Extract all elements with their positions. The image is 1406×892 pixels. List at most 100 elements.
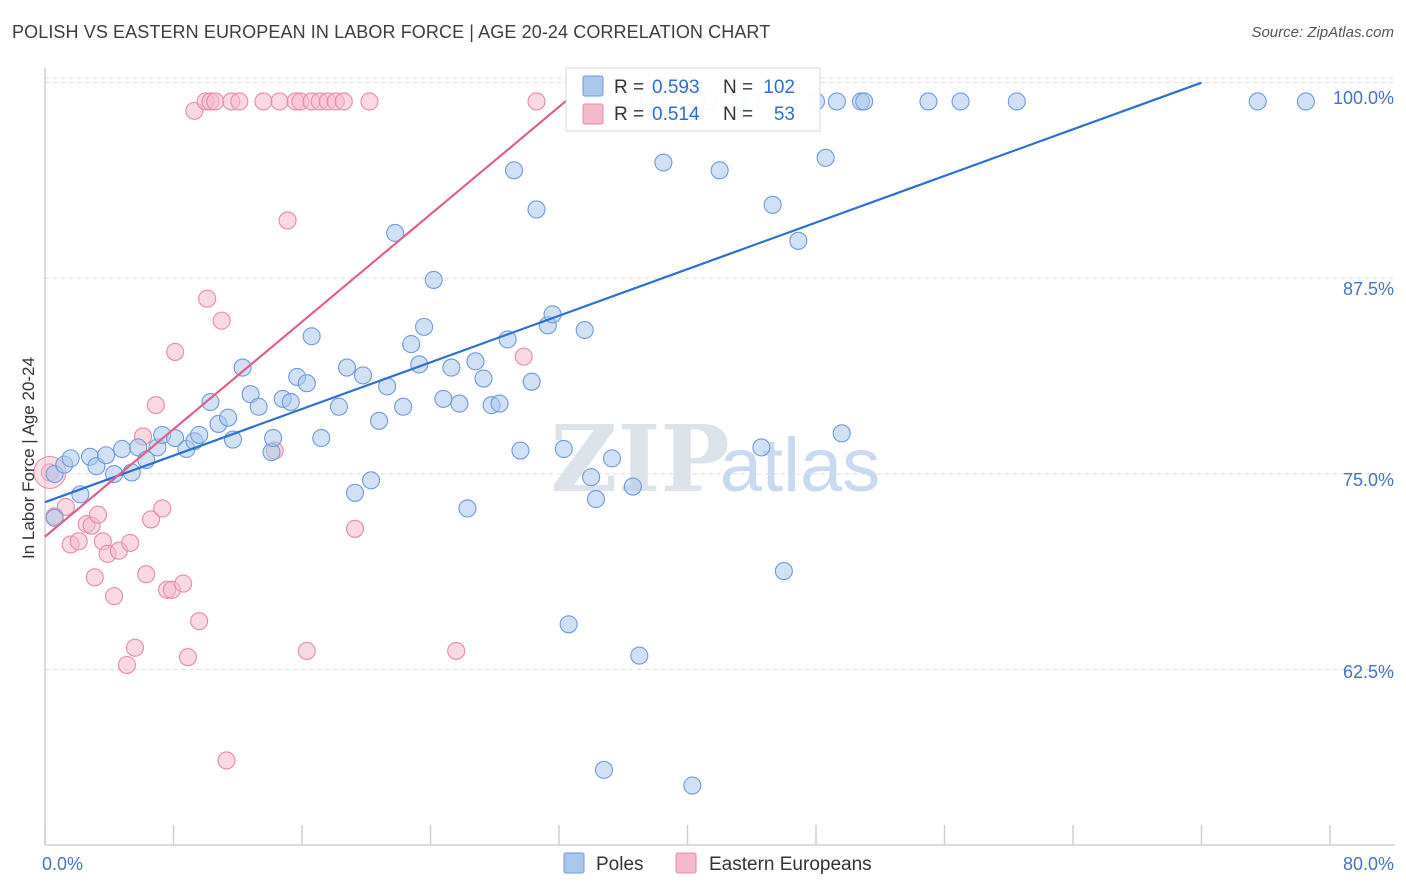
eastern-point-7 — [85, 568, 104, 587]
eastern-point-19 — [146, 396, 165, 415]
x-tick-label-80: 80.0% — [1343, 854, 1394, 874]
poles-point-42 — [394, 397, 413, 416]
poles-point-59 — [527, 200, 546, 219]
axes — [44, 68, 1395, 846]
eastern-point-15 — [125, 638, 144, 657]
poles-point-49 — [450, 394, 469, 413]
legend-eastern-label: Eastern Europeans — [709, 854, 872, 875]
poles-point-77 — [683, 776, 702, 795]
poles-point-68 — [602, 449, 622, 468]
poles-point-99 — [1296, 92, 1315, 111]
poles-point-25 — [249, 397, 268, 416]
trend-lines — [44, 81, 1202, 538]
poles-point-45 — [415, 317, 434, 336]
eastern-point-17 — [137, 565, 156, 584]
poles-point-71 — [630, 646, 649, 665]
poles-point-74 — [654, 153, 673, 172]
eastern-point-36 — [254, 92, 273, 111]
poles-point-64 — [575, 320, 594, 340]
eastern-n-label: N = — [723, 104, 753, 125]
legend: Poles Eastern Europeans — [563, 852, 872, 875]
eastern-point-20 — [153, 499, 172, 518]
eastern-point-27 — [190, 612, 209, 631]
poles-point-97 — [1007, 92, 1026, 111]
eastern-point-42 — [297, 641, 316, 660]
poles-point-62 — [554, 439, 573, 459]
poles-point-91 — [827, 92, 846, 111]
poles-trend-line — [44, 81, 1202, 504]
poles-point-32 — [302, 327, 321, 346]
eastern-point-31 — [206, 92, 225, 111]
poles-point-98 — [1248, 92, 1267, 111]
eastern-point-25 — [178, 648, 198, 667]
poles-point-56 — [504, 161, 524, 180]
poles-point-15 — [166, 428, 185, 448]
eastern-point-11 — [105, 587, 124, 606]
eastern-trend-line — [44, 81, 589, 538]
poles-r-label: R = — [614, 77, 644, 98]
watermark: ZIP atlas — [550, 405, 880, 513]
eastern-point-4 — [69, 532, 88, 551]
source-label: Source: ZipAtlas.com — [1251, 24, 1394, 41]
poles-point-38 — [362, 471, 381, 490]
eastern-point-49 — [360, 92, 379, 111]
poles-r-value: 0.593 — [652, 77, 700, 98]
eastern-swatch — [582, 103, 604, 125]
chart-title: POLISH VS EASTERN EUROPEAN IN LABOR FORC… — [12, 22, 771, 42]
y-axis-title: In Labor Force | Age 20-24 — [19, 357, 38, 559]
poles-point-33 — [312, 428, 331, 448]
legend-eastern-swatch — [675, 852, 697, 874]
poles-point-23 — [233, 358, 252, 377]
poles-point-35 — [337, 358, 357, 377]
poles-point-31 — [297, 374, 316, 393]
poles-point-1 — [45, 508, 64, 527]
poles-point-54 — [490, 394, 509, 413]
stats-box: R = 0.593 N = 102 R = 0.514 N = 53 — [565, 67, 821, 132]
poles-point-65 — [582, 468, 601, 487]
poles-point-51 — [466, 352, 485, 371]
poles-point-18 — [190, 425, 209, 444]
poles-point-43 — [402, 335, 421, 354]
eastern-r-value: 0.514 — [652, 104, 700, 125]
poles-point-39 — [370, 411, 389, 430]
eastern-point-2 — [56, 497, 75, 516]
y-tick-label-87-5: 87.5% — [1343, 279, 1394, 299]
poles-point-34 — [329, 397, 348, 416]
eastern-point-24 — [174, 574, 193, 593]
eastern-point-35 — [230, 92, 249, 111]
poles-point-41 — [386, 223, 405, 243]
eastern-point-39 — [278, 211, 297, 230]
poles-point-50 — [458, 499, 477, 518]
poles-point-92 — [832, 424, 851, 443]
poles-point-9 — [113, 439, 132, 459]
legend-poles-label: Poles — [596, 854, 644, 875]
poles-point-19 — [201, 392, 220, 412]
eastern-point-50 — [447, 641, 466, 660]
poles-point-88 — [789, 231, 808, 250]
poles-point-52 — [474, 369, 493, 388]
watermark-zip: ZIP — [550, 405, 729, 513]
poles-point-48 — [442, 358, 461, 377]
eastern-point-23 — [166, 342, 185, 361]
poles-point-58 — [522, 372, 541, 391]
eastern-point-51 — [514, 347, 533, 366]
eastern-point-29 — [198, 289, 217, 308]
y-tick-label-75: 75.0% — [1343, 470, 1394, 490]
eastern-n-value: 53 — [774, 104, 795, 125]
poles-point-96 — [951, 92, 970, 111]
poles-point-84 — [752, 438, 771, 457]
poles-point-95 — [919, 92, 938, 111]
eastern-point-38 — [270, 92, 289, 111]
eastern-r-label: R = — [614, 104, 644, 125]
eastern-point-52 — [527, 92, 546, 111]
poles-point-37 — [353, 366, 373, 385]
poles-point-86 — [774, 562, 793, 581]
poles-point-80 — [710, 161, 729, 180]
poles-point-63 — [559, 615, 578, 634]
poles-point-3 — [61, 449, 80, 468]
poles-points — [45, 92, 1315, 795]
eastern-point-8 — [88, 505, 108, 524]
poles-point-29 — [281, 392, 300, 412]
poles-point-67 — [594, 760, 614, 779]
poles-point-7 — [96, 446, 116, 465]
